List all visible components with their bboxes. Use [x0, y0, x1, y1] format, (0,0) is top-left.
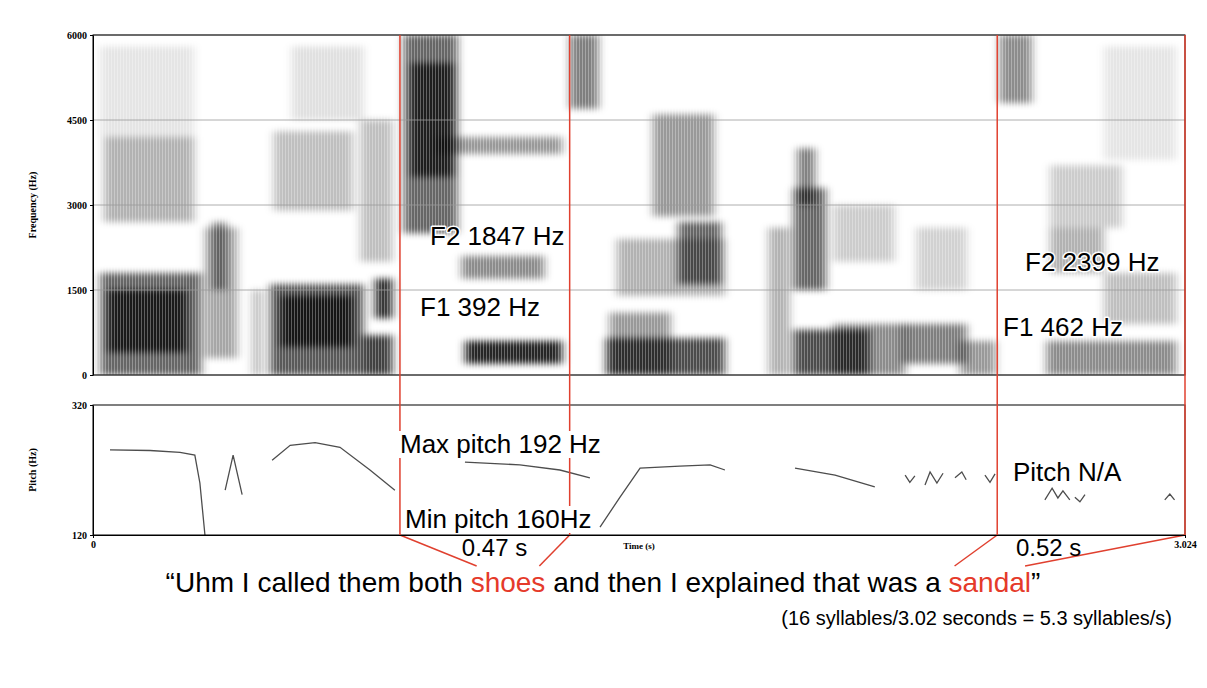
annotation: Pitch N/A	[1013, 457, 1122, 487]
pitch-track	[110, 443, 1175, 535]
tick: 0	[82, 370, 93, 381]
annotation: F1 462 Hz	[1003, 312, 1123, 342]
caption: “Uhm I called them both shoes and then I…	[166, 567, 1172, 629]
y-axis: 120 320	[72, 400, 94, 541]
tick: 120	[72, 530, 93, 541]
axes: 0 1500 3000 4500 6000 120 320 0 3.024 Frequency (…	[27, 30, 1198, 551]
segment-boundary	[399, 35, 401, 535]
tick-mark	[90, 535, 93, 536]
annotation-group: Min pitch 160Hz	[403, 504, 593, 534]
tick-mark	[90, 405, 93, 406]
plot-frame	[93, 35, 1185, 375]
axis-line	[93, 36, 94, 376]
tick-mark	[93, 535, 94, 538]
annotation-group: Pitch N/A	[1011, 457, 1124, 487]
axis-title: Frequency (Hz)	[27, 172, 39, 239]
tick-label: 3.024	[1174, 539, 1197, 550]
tick-label: 0	[91, 539, 96, 550]
chart: 0.47 s 0.52 s 0 1500 3000 4500 6000 120 320 0 3.02…	[0, 0, 1207, 688]
tick: 0	[90, 535, 97, 550]
tick-mark	[90, 375, 93, 376]
tick: 4500	[67, 115, 93, 126]
label-patch	[1173, 539, 1198, 550]
annotation: F1 392 Hz	[420, 292, 540, 322]
tick: 1500	[67, 285, 93, 296]
pitch-plot	[93, 405, 1185, 535]
tick-label: 0	[82, 370, 87, 381]
tick: 3000	[67, 200, 93, 211]
tick: 6000	[67, 30, 93, 41]
axis-title: Pitch (Hz)	[27, 448, 39, 492]
highlight-word: sandal	[949, 567, 1032, 598]
segment-boundary	[1184, 35, 1186, 535]
grid-line	[93, 120, 1185, 121]
caption-part: “Uhm I called them both	[166, 567, 471, 598]
annotation: F2 1847 Hz	[430, 221, 564, 251]
axis-line	[93, 406, 94, 536]
segment-duration: 0.47 s	[462, 534, 527, 561]
tick-label: 3000	[67, 200, 87, 211]
plot-frame	[93, 405, 1185, 535]
caption-part: and then I explained that was a	[545, 567, 948, 598]
annotation: F2 2399 Hz	[1025, 247, 1159, 277]
tick-label: 320	[72, 400, 87, 411]
x-axis: 0 3.024	[90, 535, 1198, 550]
segment-boundary	[996, 35, 998, 535]
tick-label: 1500	[67, 285, 87, 296]
tick-label: 6000	[67, 30, 87, 41]
tick-mark	[90, 120, 93, 121]
tick-label: 4500	[67, 115, 87, 126]
caption-part: ”	[1031, 567, 1040, 598]
axis-line	[94, 535, 1186, 536]
segment-markers: 0.47 s 0.52 s	[400, 35, 1185, 566]
caption-text: “Uhm I called them both shoes and then I…	[166, 567, 1041, 598]
axis-title: Time (s)	[623, 541, 655, 551]
annotation: Max pitch 192 Hz	[400, 429, 601, 459]
tick: 3.024	[1173, 535, 1198, 550]
annotation: Min pitch 160Hz	[405, 504, 591, 534]
tick-mark	[90, 290, 93, 291]
label-patch	[90, 539, 97, 550]
segment-connector	[955, 535, 998, 566]
tick-mark	[1185, 535, 1186, 538]
annotation-group: Max pitch 192 Hz	[398, 429, 603, 459]
tick-label: 120	[72, 530, 87, 541]
segment-connector	[539, 535, 569, 566]
grid-line	[93, 290, 1185, 291]
spectrogram-plot	[93, 35, 1185, 375]
segment-boundary	[569, 35, 571, 535]
segment-duration: 0.52 s	[1016, 534, 1081, 561]
tick-mark	[90, 205, 93, 206]
grid-line	[93, 205, 1185, 206]
tick: 320	[72, 400, 93, 411]
caption-subtitle: (16 syllables/3.02 seconds = 5.3 syllabl…	[781, 607, 1172, 629]
spectrogram-cells	[93, 35, 1185, 375]
pitch-lines	[110, 443, 1175, 535]
highlight-word: shoes	[471, 567, 546, 598]
striation	[93, 35, 1185, 375]
y-axis: 0 1500 3000 4500 6000	[67, 30, 94, 381]
annotations: F2 1847 Hz F1 392 Hz F2 2399 Hz F1 462 Hz Ma…	[398, 221, 1159, 534]
tick-mark	[90, 35, 93, 36]
